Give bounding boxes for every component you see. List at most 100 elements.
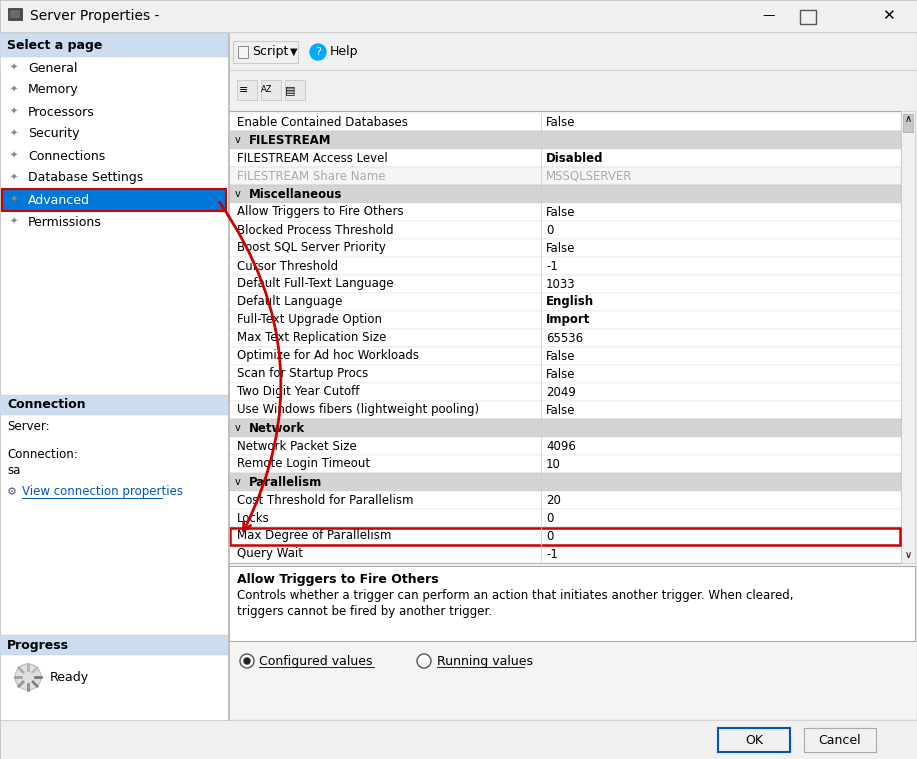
Bar <box>8 8 22 20</box>
Text: Blocked Process Threshold: Blocked Process Threshold <box>237 223 393 237</box>
Bar <box>229 167 901 185</box>
Text: View connection properties: View connection properties <box>22 486 183 499</box>
Text: Default Full-Text Language: Default Full-Text Language <box>237 278 393 291</box>
Bar <box>229 365 901 383</box>
Bar <box>261 80 281 100</box>
Text: Permissions: Permissions <box>28 216 102 228</box>
Bar <box>285 80 305 100</box>
Text: Miscellaneous: Miscellaneous <box>249 187 342 200</box>
Text: ✦: ✦ <box>10 129 18 139</box>
Bar <box>230 528 900 544</box>
Text: Controls whether a trigger can perform an action that initiates another trigger.: Controls whether a trigger can perform a… <box>237 590 793 603</box>
Text: Connections: Connections <box>28 150 105 162</box>
Circle shape <box>15 664 41 690</box>
Text: 2049: 2049 <box>546 386 576 398</box>
Text: Scan for Startup Procs: Scan for Startup Procs <box>237 367 369 380</box>
Text: ✦: ✦ <box>10 107 18 117</box>
Text: v: v <box>235 423 241 433</box>
Text: False: False <box>546 404 576 417</box>
Bar <box>229 71 917 720</box>
Text: ∧: ∧ <box>904 114 911 124</box>
Text: 1033: 1033 <box>546 278 576 291</box>
Text: ▼: ▼ <box>290 47 297 57</box>
Bar <box>229 239 901 257</box>
Text: Max Text Replication Size: Max Text Replication Size <box>237 332 386 345</box>
Text: 0: 0 <box>546 530 553 543</box>
Bar <box>229 113 901 131</box>
Bar <box>718 728 790 752</box>
Text: ✦: ✦ <box>10 85 18 95</box>
Text: v: v <box>235 135 241 145</box>
Bar <box>229 419 901 437</box>
Bar <box>229 383 901 401</box>
Text: triggers cannot be fired by another trigger.: triggers cannot be fired by another trig… <box>237 606 492 619</box>
Bar <box>229 509 901 527</box>
Bar <box>0 32 917 33</box>
Bar <box>229 491 901 509</box>
Text: Running values: Running values <box>437 654 533 667</box>
Text: Parallelism: Parallelism <box>249 475 322 489</box>
Text: Database Settings: Database Settings <box>28 172 143 184</box>
Text: Help: Help <box>330 46 359 58</box>
Bar <box>229 437 901 455</box>
Bar <box>0 70 917 71</box>
Bar <box>0 33 228 57</box>
Text: False: False <box>546 115 576 128</box>
Circle shape <box>417 654 431 668</box>
Bar <box>229 329 901 347</box>
Text: Default Language: Default Language <box>237 295 342 308</box>
Text: ✦: ✦ <box>10 63 18 73</box>
Text: ✦: ✦ <box>10 217 18 227</box>
Text: Remote Login Timeout: Remote Login Timeout <box>237 458 370 471</box>
Text: False: False <box>546 349 576 363</box>
Text: ✦: ✦ <box>10 173 18 183</box>
Text: English: English <box>546 295 594 308</box>
Text: sa: sa <box>7 464 20 477</box>
Bar <box>228 33 229 720</box>
Text: Allow Triggers to Fire Others: Allow Triggers to Fire Others <box>237 206 403 219</box>
Text: -1: -1 <box>546 260 558 272</box>
Text: Cursor Threshold: Cursor Threshold <box>237 260 338 272</box>
Bar <box>901 111 915 563</box>
Text: -1: -1 <box>546 547 558 560</box>
Text: Use Windows fibers (lightweight pooling): Use Windows fibers (lightweight pooling) <box>237 404 479 417</box>
Text: ∨: ∨ <box>904 550 911 560</box>
Text: Connection:: Connection: <box>7 449 78 461</box>
Text: Processors: Processors <box>28 106 94 118</box>
Bar <box>229 473 901 491</box>
Bar <box>229 203 901 221</box>
Text: ≡: ≡ <box>239 85 249 95</box>
Text: Progress: Progress <box>7 638 69 651</box>
Text: Locks: Locks <box>237 512 270 524</box>
Text: Script: Script <box>252 46 288 58</box>
Text: Security: Security <box>28 128 80 140</box>
Text: Query Wait: Query Wait <box>237 547 303 560</box>
Text: Allow Triggers to Fire Others: Allow Triggers to Fire Others <box>237 574 438 587</box>
Text: Max Degree of Parallelism: Max Degree of Parallelism <box>237 530 392 543</box>
Text: Server:: Server: <box>7 420 50 433</box>
Text: ✕: ✕ <box>882 8 895 24</box>
Bar <box>229 149 901 167</box>
Text: Connection: Connection <box>7 398 85 411</box>
Text: Memory: Memory <box>28 83 79 96</box>
Bar <box>237 80 257 100</box>
Bar <box>800 10 816 24</box>
Text: 10: 10 <box>546 458 561 471</box>
Text: Ready: Ready <box>50 670 89 684</box>
Bar <box>229 566 915 641</box>
Text: Full-Text Upgrade Option: Full-Text Upgrade Option <box>237 313 382 326</box>
Bar <box>229 527 901 545</box>
Bar <box>0 720 917 759</box>
Bar <box>229 275 901 293</box>
Bar <box>229 111 901 563</box>
Bar <box>229 71 917 112</box>
Text: 65536: 65536 <box>546 332 583 345</box>
Text: v: v <box>235 189 241 199</box>
Text: Server Properties -: Server Properties - <box>30 9 160 23</box>
Bar <box>903 114 913 132</box>
Text: Advanced: Advanced <box>28 194 90 206</box>
Text: ✦: ✦ <box>10 151 18 161</box>
Bar <box>0 395 228 415</box>
Text: 4096: 4096 <box>546 439 576 452</box>
Circle shape <box>244 658 250 664</box>
